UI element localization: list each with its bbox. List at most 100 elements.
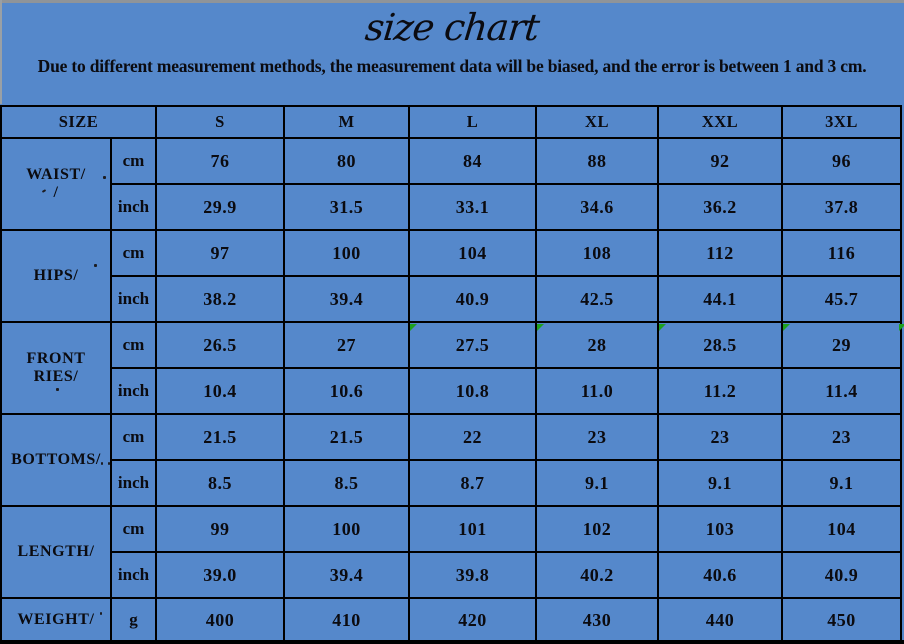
cell-comment-marker-icon [783, 324, 790, 331]
bottom-border-bar [0, 640, 904, 644]
value-cell: 22 [408, 413, 538, 461]
cell-comment-marker-icon [537, 324, 544, 331]
row-label-waist: WAIST/ / [0, 137, 112, 231]
value-cell: 100 [283, 505, 411, 553]
unit-cell: inch [109, 367, 158, 415]
cell-comment-marker-icon [410, 324, 417, 331]
row-label-front-ries: FRONT RIES/ [0, 321, 112, 415]
value-cell: 99 [155, 505, 286, 553]
value-cell: 40.2 [535, 551, 660, 599]
value-cell: 28 [535, 321, 660, 369]
value-cell: 23 [535, 413, 660, 461]
value-cell: 104 [781, 505, 903, 553]
value-cell: 104 [408, 229, 538, 277]
value-cell: 450 [781, 597, 903, 643]
value-cell: 40.6 [657, 551, 784, 599]
value-cell: 31.5 [283, 183, 411, 231]
cell-comment-marker-icon [899, 324, 904, 331]
row-label-line: WAIST/ [26, 166, 86, 183]
value-cell: 28.5 [657, 321, 784, 369]
value-cell: 440 [657, 597, 784, 643]
value-cell: 9.1 [781, 459, 903, 507]
value-cell: 100 [283, 229, 411, 277]
row-label-line: HIPS/ [33, 267, 79, 284]
value-cell: 21.5 [283, 413, 411, 461]
value-cell: 44.1 [657, 275, 784, 323]
unit-cell: cm [109, 321, 158, 369]
table-row: WEIGHT/ g 400 410 420 430 440 450 [0, 597, 903, 643]
value-cell: 108 [535, 229, 660, 277]
value-cell: 21.5 [155, 413, 286, 461]
value-cell: 36.2 [657, 183, 784, 231]
value-cell: 42.5 [535, 275, 660, 323]
value-cell: 84 [408, 137, 538, 185]
table-row: inch 10.4 10.6 10.8 11.0 11.2 11.4 [1, 367, 903, 415]
artifact-dot [103, 176, 106, 179]
table-row: inch 29.9 31.5 33.1 34.6 36.2 37.8 [1, 183, 903, 231]
value-cell: 9.1 [657, 459, 784, 507]
value-cell: 23 [657, 413, 784, 461]
row-label-line: / [53, 184, 59, 201]
value-cell: 34.6 [535, 183, 660, 231]
value-cell: 10.8 [408, 367, 538, 415]
value-cell: 29 [781, 321, 903, 369]
value-cell: 39.0 [155, 551, 286, 599]
value-cell: 27.5 [408, 321, 538, 369]
unit-cell: inch [109, 275, 158, 323]
value-cell: 33.1 [408, 183, 538, 231]
value-cell: 88 [535, 137, 660, 185]
unit-cell: inch [109, 551, 158, 599]
size-header-cell: SIZE [0, 105, 158, 139]
value-cell: 76 [155, 137, 286, 185]
col-header-xl: XL [535, 105, 660, 139]
table-row: inch 39.0 39.4 39.8 40.2 40.6 40.9 [1, 551, 903, 599]
size-chart-table: SIZE S M L XL XXL 3XL WAIST/ / cm 76 80 … [0, 105, 903, 643]
value-cell: 101 [408, 505, 538, 553]
value-cell: 96 [781, 137, 903, 185]
value-cell: 420 [408, 597, 538, 643]
value-cell: 37.8 [781, 183, 903, 231]
table-row: WAIST/ / cm 76 80 84 88 92 96 [0, 137, 903, 231]
row-label-line: WEIGHT/ [17, 611, 95, 628]
value-cell: 9.1 [535, 459, 660, 507]
value-cell: 40.9 [408, 275, 538, 323]
row-label-hips: HIPS/ [0, 229, 112, 323]
artifact-dot [100, 612, 102, 615]
table-row: HIPS/ cm 97 100 104 108 112 116 [0, 229, 903, 323]
artifact-dot [108, 462, 110, 465]
unit-cell: cm [109, 505, 158, 553]
value-cell: 112 [657, 229, 784, 277]
value-cell: 430 [535, 597, 660, 643]
value-cell: 97 [155, 229, 286, 277]
table-row: inch 38.2 39.4 40.9 42.5 44.1 45.7 [1, 275, 903, 323]
value-cell: 8.5 [283, 459, 411, 507]
unit-cell: g [109, 597, 158, 643]
value-cell: 27 [283, 321, 411, 369]
page-title: size chart [363, 6, 541, 49]
col-header-3xl: 3XL [781, 105, 903, 139]
value-cell: 11.0 [535, 367, 660, 415]
table-row: inch 8.5 8.5 8.7 9.1 9.1 9.1 [1, 459, 903, 507]
left-edge-strip [0, 0, 2, 104]
row-label-line: LENGTH/ [17, 543, 95, 560]
row-label-weight: WEIGHT/ [0, 597, 112, 643]
table-row: FRONT RIES/ cm 26.5 27 27.5 28 28.5 29 [0, 321, 903, 415]
value-cell: 26.5 [155, 321, 286, 369]
unit-cell: inch [109, 459, 158, 507]
value-cell: 116 [781, 229, 903, 277]
row-label-bottoms: BOTTOMS/ [0, 413, 112, 507]
row-label-length: LENGTH/ [0, 505, 112, 599]
value-cell: 29.9 [155, 183, 286, 231]
col-header-xxl: XXL [657, 105, 784, 139]
value-cell: 80 [283, 137, 411, 185]
col-header-l: L [408, 105, 538, 139]
value-cell: 39.4 [283, 551, 411, 599]
table-row: LENGTH/ cm 99 100 101 102 103 104 [0, 505, 903, 599]
artifact-dot [56, 388, 59, 391]
value-cell: 103 [657, 505, 784, 553]
unit-cell: cm [109, 229, 158, 277]
row-label-line: RIES/ [33, 368, 79, 385]
value-cell: 8.5 [155, 459, 286, 507]
col-header-s: S [155, 105, 286, 139]
row-label-line: BOTTOMS/ [11, 451, 101, 468]
